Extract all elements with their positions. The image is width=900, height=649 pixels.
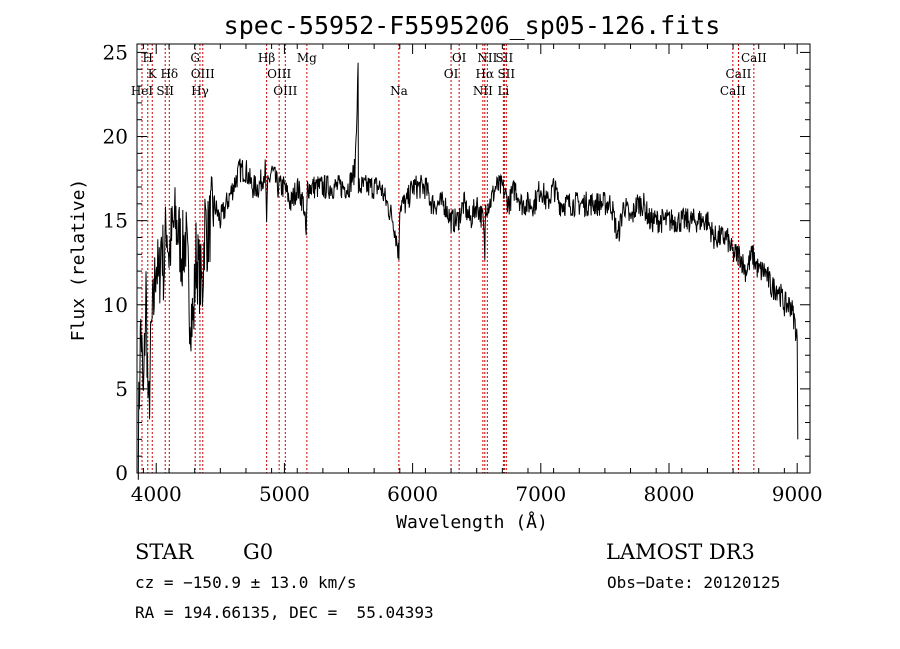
y-tick-label: 0	[115, 461, 128, 485]
line-marker-label: CaII	[741, 51, 767, 65]
line-marker-label: Hα	[475, 67, 494, 81]
y-axis-title: Flux (relative)	[68, 179, 89, 342]
redshift-velocity: cz = −150.9 ± 13.0 km/s	[135, 573, 357, 592]
axis-ticks: 4000 5000 6000 7000 8000 9000 0 5 10 15 20 25	[103, 40, 823, 506]
line-marker-label: G	[190, 51, 200, 65]
object-class: STAR	[135, 540, 194, 564]
line-marker-label: OIII	[267, 67, 291, 81]
y-tick-label: 20	[103, 125, 128, 149]
line-marker-label: Li	[497, 84, 509, 98]
line-marker-label: HeI	[131, 84, 154, 98]
sky-coordinates: RA = 194.66135, DEC = 55.04393	[135, 603, 434, 622]
line-marker-label: SII	[156, 84, 174, 98]
x-tick-label: 9000	[772, 482, 823, 506]
x-tick-label: 7000	[515, 482, 566, 506]
line-marker-label: OIII	[273, 84, 297, 98]
y-tick-label: 10	[103, 293, 128, 317]
line-marker-label: H	[143, 51, 153, 65]
line-marker-label: SII	[497, 67, 515, 81]
line-marker-label: Hβ	[258, 51, 275, 65]
x-tick-label: 4000	[131, 482, 182, 506]
y-tick-label: 25	[103, 40, 128, 64]
line-marker-label: Hγ	[191, 84, 209, 98]
line-marker-label: Hδ	[160, 67, 178, 81]
line-marker-label: Mg	[297, 51, 317, 65]
line-marker-label: OI	[444, 67, 459, 81]
chart-title: spec-55952-F5595206_sp05-126.fits	[224, 11, 721, 40]
survey-name: LAMOST DR3	[606, 540, 755, 564]
line-marker-label: CaII	[720, 84, 746, 98]
y-tick-label: 5	[115, 377, 128, 401]
flux-series-line	[137, 62, 799, 480]
line-marker-label: K	[148, 67, 158, 81]
line-marker-label: NII	[473, 84, 493, 98]
line-marker-label: NII	[477, 51, 497, 65]
x-tick-label: 6000	[387, 482, 438, 506]
observation-date: Obs−Date: 20120125	[607, 573, 781, 592]
line-marker-label: Na	[390, 84, 408, 98]
object-subclass: G0	[243, 540, 274, 564]
x-tick-label: 8000	[644, 482, 695, 506]
x-axis-title: Wavelength (Å)	[396, 511, 548, 533]
plot-frame	[136, 43, 811, 474]
line-markers	[141, 44, 755, 473]
y-tick-label: 15	[103, 209, 128, 233]
line-marker-label: OI	[452, 51, 467, 65]
line-marker-label: SII	[496, 51, 514, 65]
line-marker-label: CaII	[726, 67, 752, 81]
x-tick-label: 5000	[259, 482, 310, 506]
line-marker-label: OIII	[191, 67, 215, 81]
